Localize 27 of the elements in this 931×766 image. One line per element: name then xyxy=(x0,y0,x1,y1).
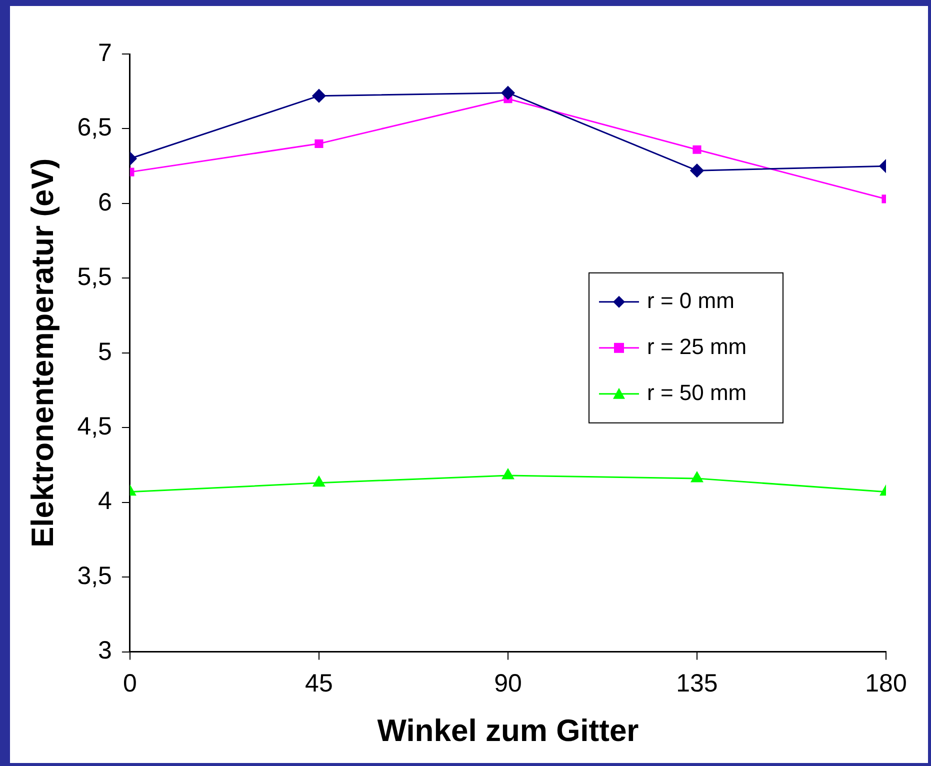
x-tick-label: 0 xyxy=(123,670,137,698)
y-axis-title: Elektronentemperatur (eV) xyxy=(25,158,60,548)
point xyxy=(502,468,514,480)
legend-label: r = 50 mm xyxy=(647,380,747,405)
y-tick-label: 4,5 xyxy=(77,412,112,441)
point xyxy=(501,86,515,100)
x-tick-label: 135 xyxy=(676,670,718,698)
point xyxy=(314,139,324,148)
point xyxy=(312,89,326,103)
point xyxy=(692,145,702,154)
x-tick-label: 45 xyxy=(305,670,333,698)
x-axis-title: Winkel zum Gitter xyxy=(377,712,639,748)
y-tick-label: 3,5 xyxy=(77,562,112,590)
y-tick-label: 3 xyxy=(98,636,112,665)
x-tick-label: 90 xyxy=(494,670,522,698)
y-tick-label: 4 xyxy=(98,487,112,516)
x-tick-label: 180 xyxy=(865,670,907,698)
legend-label: r = 25 mm xyxy=(647,334,747,359)
point xyxy=(313,476,325,487)
y-tick-label: 5,5 xyxy=(77,263,112,292)
point xyxy=(691,472,703,482)
y-tick-label: 6,5 xyxy=(77,114,112,142)
legend-label: r = 0 mm xyxy=(647,288,734,313)
point xyxy=(690,164,704,178)
y-tick-label: 5 xyxy=(98,338,112,366)
y-tick-label: 7 xyxy=(98,38,112,67)
y-tick-label: 6 xyxy=(98,188,112,216)
